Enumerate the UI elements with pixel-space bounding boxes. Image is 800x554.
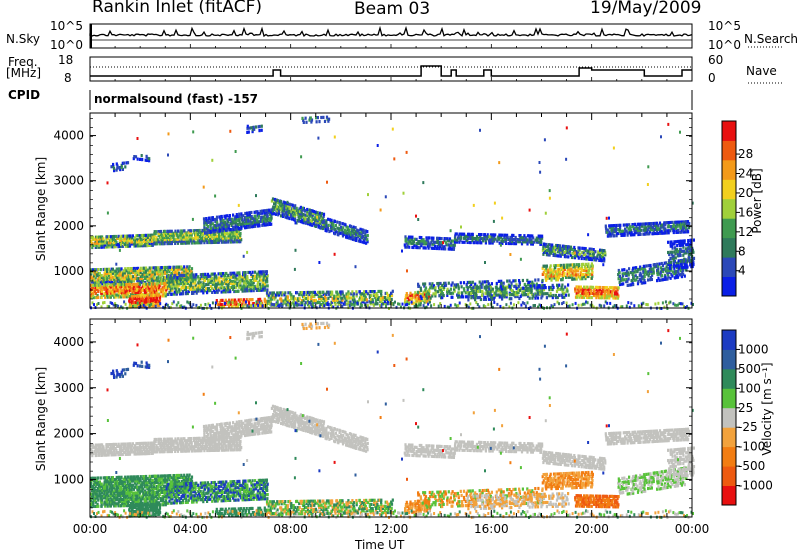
power-colorbar-tick-label: 12 (738, 225, 753, 239)
cpid-label: CPID (8, 88, 41, 102)
velocity-ytick-label: 4000 (53, 335, 84, 349)
power-colorbar-swatch (722, 237, 736, 258)
nsky-label: N.Sky (6, 32, 41, 46)
power-colorbar-frame (721, 120, 737, 297)
velocity-colorbar-tick-label: 1000 (738, 342, 769, 356)
date-label: 19/May/2009 (590, 0, 702, 18)
velocity-colorbar-swatch (722, 446, 736, 467)
velocity-colorbar-swatch (722, 368, 736, 389)
freq-label: Freq. (8, 55, 38, 69)
x-tick-label: 20:00 (574, 522, 609, 536)
power-colorbar-swatch (722, 198, 736, 219)
power-colorbar-swatch (722, 179, 736, 200)
velocity-colorbar-swatch (722, 427, 736, 448)
power-ytick-label: 2000 (53, 219, 84, 233)
velocity-ytick-label: 1000 (53, 472, 84, 486)
power-colorbar-swatch (722, 276, 736, 297)
nave-bottom-tick: 0 (708, 71, 716, 85)
velocity-colorbar-swatch (722, 349, 736, 370)
power-colorbar-swatch (722, 159, 736, 180)
nave-top-tick: 60 (708, 53, 724, 67)
power-colorbar-tick-label: 20 (738, 186, 753, 200)
power-colorbar-swatch (722, 257, 736, 277)
velocity-colorbar-swatch (722, 330, 736, 350)
velocity-colorbar-tick-label: 100 (738, 381, 761, 395)
x-tick-label: 00:00 (675, 522, 710, 536)
beam-label: Beam 03 (354, 0, 431, 19)
power-colorbar-swatch (722, 218, 736, 239)
power-colorbar-tick-label: 28 (738, 147, 753, 161)
velocity-colorbar-tick-label: -100 (738, 440, 765, 454)
velocity-colorbar-tick-label: -25 (738, 420, 758, 434)
power-colorbar-tick-label: 8 (738, 244, 746, 258)
nave-label: Nave (746, 64, 777, 78)
velocity-echo-cells (90, 321, 696, 519)
nsky-bottom-tick: 10^0 (50, 38, 83, 52)
freq-trace (90, 65, 692, 77)
nsky-top-tick: 10^5 (50, 19, 83, 33)
velocity-ytick-label: 3000 (53, 381, 84, 395)
x-tick-label: 16:00 (474, 522, 509, 536)
freq-bottom-tick: 8 (64, 71, 72, 85)
velocity-colorbar-tick-label: 25 (738, 401, 753, 415)
power-colorbar-tick-label: 24 (738, 167, 753, 181)
nsky-right-bottom-tick: 10^0 (708, 38, 741, 52)
nsky-right-top-tick: 10^5 (708, 19, 741, 33)
power-echo-cells (90, 115, 696, 310)
velocity-colorbar-swatch (722, 485, 736, 506)
velocity-colorbar-swatch (722, 407, 736, 428)
power-ytick-label: 3000 (53, 174, 84, 188)
freq-unit-label: [MHz] (6, 66, 42, 80)
velocity-colorbar-tick-label: 500 (738, 362, 761, 376)
nsearch-label: N.Search (744, 32, 799, 46)
x-tick-label: 00:00 (73, 522, 108, 536)
power-colorbar-tick-label: 4 (738, 264, 746, 278)
cpid-text: normalsound (fast) -157 (94, 92, 259, 106)
freq-top-tick: 18 (58, 53, 74, 67)
velocity-colorbar-swatch (722, 466, 736, 486)
cpid-panel-edges (89, 90, 693, 110)
x-tick-label: 04:00 (173, 522, 208, 536)
power-ytick-label: 1000 (53, 264, 84, 278)
power-colorbar-swatch (722, 140, 736, 161)
x-axis-label: Time UT (355, 538, 405, 552)
velocity-ytick-label: 2000 (53, 427, 84, 441)
station-title: Rankin Inlet (fitACF) (92, 0, 263, 17)
power-colorbar-tick-label: 16 (738, 205, 753, 219)
power-ytick-label: 4000 (53, 129, 84, 143)
velocity-colorbar-swatch (722, 388, 736, 409)
x-tick-label: 12:00 (374, 522, 409, 536)
nsky-trace (89, 25, 693, 38)
velocity-colorbar-frame (721, 329, 737, 506)
power-colorbar-swatch (722, 121, 736, 141)
velocity-colorbar-tick-label: -1000 (738, 479, 773, 493)
x-tick-label: 08:00 (273, 522, 308, 536)
velocity-colorbar-tick-label: -500 (738, 459, 765, 473)
